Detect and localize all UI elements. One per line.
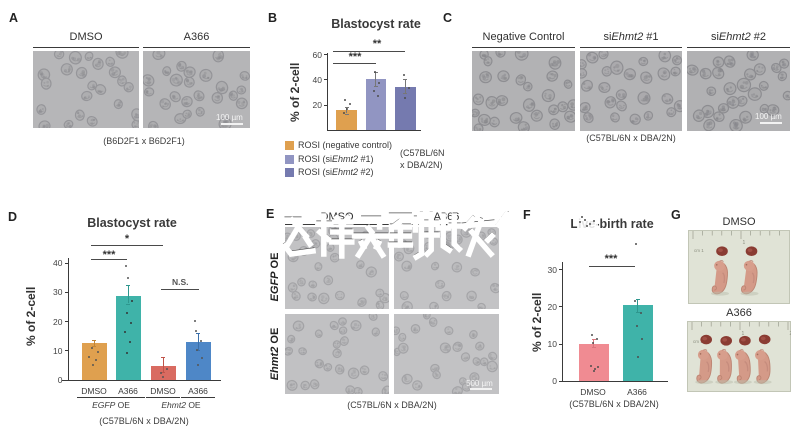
svg-text:cm 1: cm 1 (694, 248, 704, 253)
svg-text:cm 1: cm 1 (693, 339, 703, 344)
svg-text:2: 2 (790, 331, 792, 337)
svg-text:1: 1 (742, 331, 745, 337)
svg-text:1: 1 (743, 240, 746, 246)
